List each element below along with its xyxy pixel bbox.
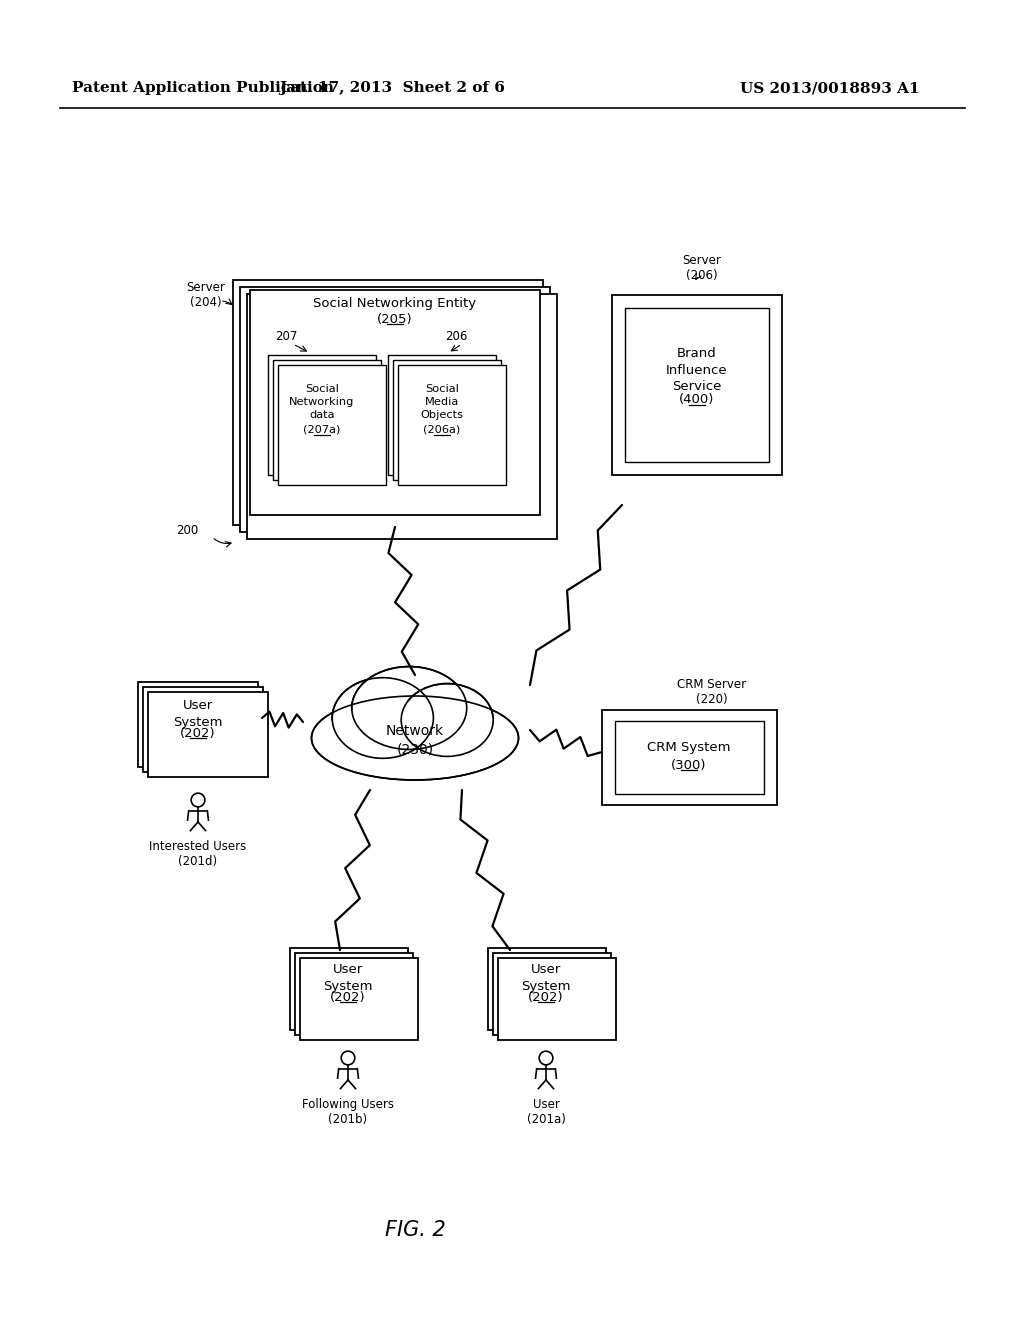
- Text: 207: 207: [274, 330, 297, 343]
- Bar: [393, 360, 501, 480]
- Bar: [493, 953, 611, 1035]
- Bar: [295, 953, 413, 1035]
- Text: (400): (400): [679, 393, 715, 407]
- Text: (202): (202): [528, 990, 564, 1003]
- Ellipse shape: [332, 677, 433, 758]
- Bar: [300, 958, 418, 1040]
- Text: (207a): (207a): [303, 425, 341, 436]
- Ellipse shape: [311, 696, 518, 780]
- Bar: [625, 308, 769, 462]
- Text: CRM System: CRM System: [647, 742, 731, 755]
- Ellipse shape: [401, 684, 494, 756]
- Bar: [268, 355, 376, 475]
- Text: (202): (202): [180, 726, 216, 739]
- Ellipse shape: [352, 667, 467, 750]
- Text: Brand
Influence
Service: Brand Influence Service: [667, 347, 728, 393]
- Bar: [278, 366, 386, 484]
- Text: Following Users
(201b): Following Users (201b): [302, 1098, 394, 1126]
- Bar: [398, 366, 506, 484]
- Bar: [273, 360, 381, 480]
- Bar: [247, 294, 557, 539]
- Bar: [602, 710, 777, 805]
- Text: Social
Networking
data: Social Networking data: [290, 384, 354, 420]
- Text: (300): (300): [672, 759, 707, 771]
- Text: Network
(230): Network (230): [386, 723, 444, 756]
- Text: CRM Server
(220): CRM Server (220): [678, 678, 746, 706]
- Text: 206: 206: [445, 330, 468, 343]
- Bar: [250, 290, 540, 515]
- Text: Interested Users
(201d): Interested Users (201d): [150, 840, 247, 869]
- Bar: [488, 948, 606, 1030]
- Bar: [233, 280, 543, 525]
- Text: Social Networking Entity: Social Networking Entity: [313, 297, 476, 310]
- Bar: [498, 958, 616, 1040]
- Text: Server
(206): Server (206): [683, 253, 722, 282]
- Bar: [138, 682, 258, 767]
- Text: User
(201a): User (201a): [526, 1098, 565, 1126]
- Text: User
System: User System: [324, 964, 373, 993]
- Bar: [143, 686, 263, 772]
- Ellipse shape: [323, 701, 507, 768]
- Bar: [388, 355, 496, 475]
- Bar: [240, 286, 550, 532]
- Text: User
System: User System: [521, 964, 570, 993]
- Text: (205): (205): [377, 313, 413, 326]
- Text: Server
(204): Server (204): [186, 281, 225, 309]
- Text: (206a): (206a): [423, 425, 461, 436]
- Text: Jan. 17, 2013  Sheet 2 of 6: Jan. 17, 2013 Sheet 2 of 6: [280, 81, 505, 95]
- Text: FIG. 2: FIG. 2: [385, 1220, 445, 1239]
- Bar: [290, 948, 408, 1030]
- Text: Social
Media
Objects: Social Media Objects: [421, 384, 464, 420]
- Bar: [612, 294, 782, 475]
- Text: US 2013/0018893 A1: US 2013/0018893 A1: [740, 81, 920, 95]
- Text: 200: 200: [176, 524, 198, 536]
- Text: (202): (202): [330, 990, 366, 1003]
- Bar: [148, 692, 268, 777]
- Text: Patent Application Publication: Patent Application Publication: [72, 81, 334, 95]
- Bar: [615, 721, 764, 795]
- Text: User
System: User System: [173, 700, 223, 729]
